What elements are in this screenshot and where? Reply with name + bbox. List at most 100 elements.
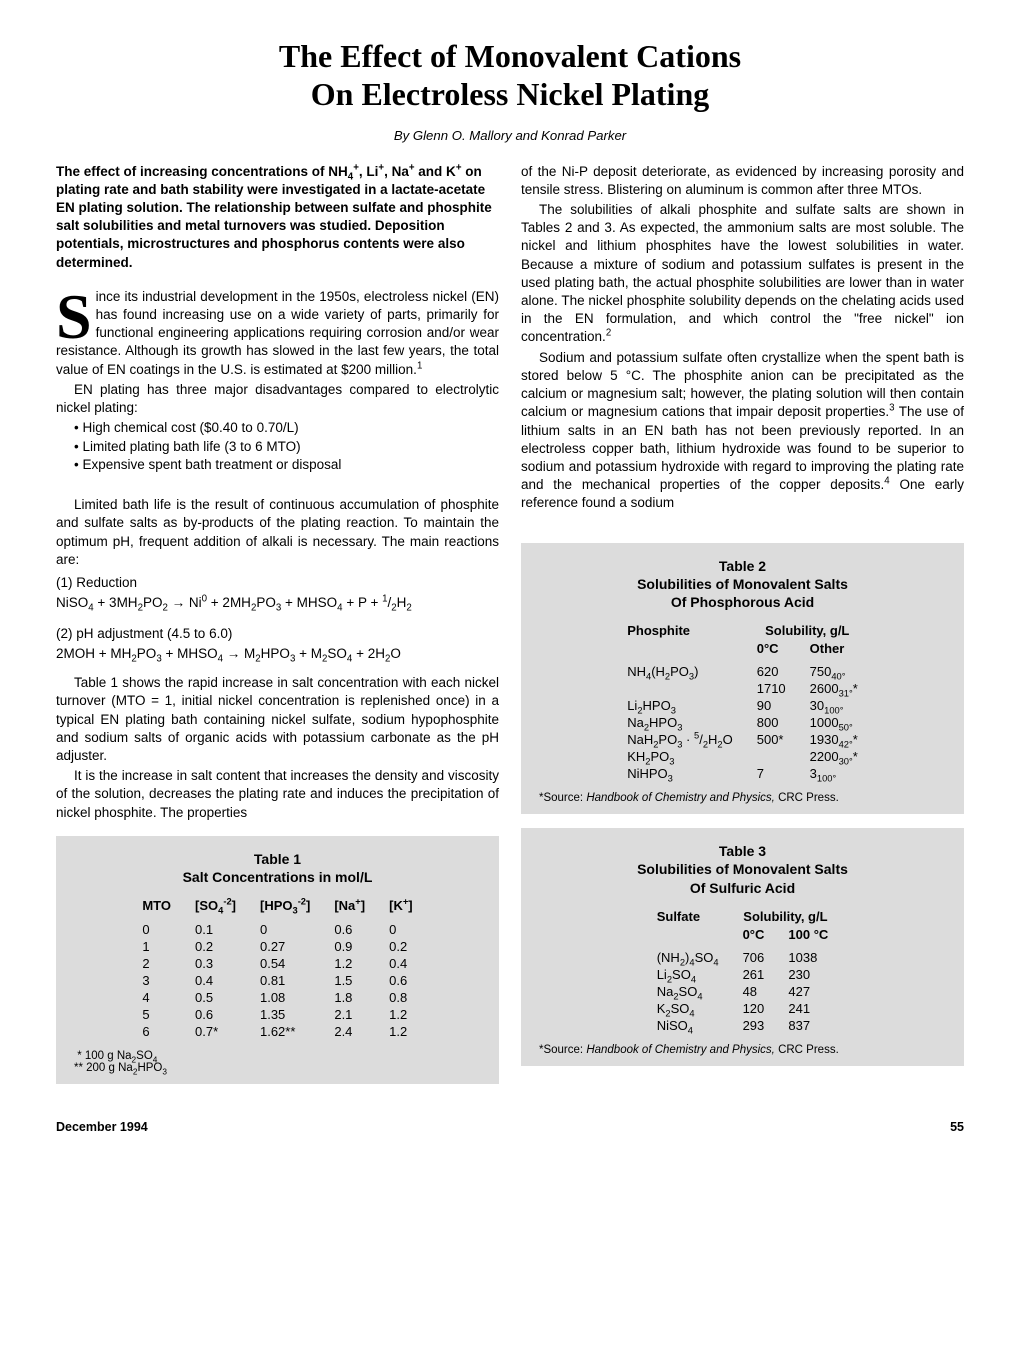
abs-frag: on plating rate and bath stability were … <box>56 164 492 270</box>
cell: NaH2PO3 · 5/2H2O <box>615 731 745 748</box>
cell: 293 <box>731 1017 777 1034</box>
table1-h-mto: MTO <box>130 896 183 915</box>
table2-box: Table 2 Solubilities of Monovalent Salts… <box>521 543 964 815</box>
table-row: 10.20.270.90.2 <box>130 938 424 955</box>
cell: 241 <box>776 1000 840 1017</box>
cell: 1.08 <box>248 989 322 1006</box>
table2-title-l3: Of Phosphorous Acid <box>671 594 814 610</box>
cell: 2.4 <box>322 1023 377 1040</box>
table2-h3: 0°C <box>745 640 798 657</box>
abstract-text: The effect of increasing concentrations … <box>56 164 492 270</box>
cell: 6 <box>130 1023 183 1040</box>
table1-h-so4: [SO4-2] <box>183 896 248 915</box>
cell: 90 <box>745 697 798 714</box>
table3-box: Table 3 Solubilities of Monovalent Salts… <box>521 828 964 1066</box>
cell: 1.62** <box>248 1023 322 1040</box>
table3-title-l2: Solubilities of Monovalent Salts <box>637 861 848 877</box>
cell: 0.6 <box>377 972 425 989</box>
table3: Sulfate Solubility, g/L 0°C 100 °C (NH2)… <box>645 907 841 1034</box>
table-row: 60.7*1.62**2.41.2 <box>130 1023 424 1040</box>
table3-h1: Sulfate <box>645 907 731 943</box>
cell: 48 <box>731 983 777 1000</box>
table3-h3: 0°C <box>731 926 777 943</box>
dropcap: S <box>56 288 96 342</box>
cell: 0.4 <box>377 955 425 972</box>
cell: 220030°* <box>798 748 870 765</box>
table-row: (NH2)4SO47061038 <box>645 949 841 966</box>
page-title: The Effect of Monovalent Cations On Elec… <box>56 38 964 114</box>
cell: 4 <box>130 989 183 1006</box>
table-row: K2SO4120241 <box>645 1000 841 1017</box>
table-row: NH4(H2PO3)62075040° <box>615 663 870 680</box>
abs-frag: , Li <box>359 164 379 179</box>
cell: 620 <box>745 663 798 680</box>
para-disadvantages: EN plating has three major disadvantages… <box>56 381 499 417</box>
intro-paragraph: Since its industrial development in the … <box>56 288 499 379</box>
ph-adjustment-equation: (2) pH adjustment (4.5 to 6.0) 2MOH + MH… <box>56 624 499 665</box>
abs-frag: , Na <box>384 164 409 179</box>
cell: 0.1 <box>183 921 248 938</box>
page-footer: December 1994 55 <box>56 1120 964 1134</box>
title-line1: The Effect of Monovalent Cations <box>279 38 741 74</box>
cell: 2.1 <box>322 1006 377 1023</box>
table1: MTO [SO4-2] [HPO3-2] [Na+] [K+] 00.100.6… <box>130 896 424 1040</box>
table2-title-l1: Table 2 <box>719 558 766 574</box>
table-row: NiHPO373100° <box>615 765 870 782</box>
table2-footnote: *Source: Handbook of Chemistry and Physi… <box>539 792 946 804</box>
cell: 0.8 <box>377 989 425 1006</box>
cell: 120 <box>731 1000 777 1017</box>
cell: 1 <box>130 938 183 955</box>
table2: Phosphite Solubility, g/L 0°C Other NH4(… <box>615 621 870 782</box>
table1-title-l1: Table 1 <box>254 851 301 867</box>
table2-h1: Phosphite <box>615 621 745 657</box>
table1-h-na: [Na+] <box>322 896 377 915</box>
cell: 30100° <box>798 697 870 714</box>
body-left: Since its industrial development in the … <box>56 288 499 822</box>
cell: 1.5 <box>322 972 377 989</box>
table-row: Na2HPO3800100050° <box>615 714 870 731</box>
abs-frag: and K <box>418 164 456 179</box>
cell: Li2HPO3 <box>615 697 745 714</box>
cell: 0 <box>377 921 425 938</box>
right-p3: Sodium and potassium sulfate often cryst… <box>521 349 964 513</box>
bullet-item: High chemical cost ($0.40 to 0.70/L) <box>74 419 499 437</box>
cell: 0.2 <box>183 938 248 955</box>
cell: Na2SO4 <box>645 983 731 1000</box>
intro-text: ince its industrial development in the 1… <box>56 289 499 377</box>
authors-line: By Glenn O. Mallory and Konrad Parker <box>56 128 964 143</box>
table-row: 50.61.352.11.2 <box>130 1006 424 1023</box>
table-row: NaH2PO3 · 5/2H2O500*193042°* <box>615 731 870 748</box>
cell: 0.5 <box>183 989 248 1006</box>
footer-page-number: 55 <box>950 1120 964 1134</box>
cell: 230 <box>776 966 840 983</box>
left-column: The effect of increasing concentrations … <box>56 163 499 1099</box>
table-row: 20.30.541.20.4 <box>130 955 424 972</box>
cell: 260031°* <box>798 680 870 697</box>
table1-h-k: [K+] <box>377 896 425 915</box>
table1-header-row: MTO [SO4-2] [HPO3-2] [Na+] [K+] <box>130 896 424 915</box>
two-column-layout: The effect of increasing concentrations … <box>56 163 964 1099</box>
table-row: 00.100.60 <box>130 921 424 938</box>
cell: NH4(H2PO3) <box>615 663 745 680</box>
table1-footnote: * 100 g Na2SO4 ** 200 g Na2HPO3 <box>74 1050 481 1074</box>
cell: 3100° <box>798 765 870 782</box>
cell: 837 <box>776 1017 840 1034</box>
cell: 1038 <box>776 949 840 966</box>
cell: 0.54 <box>248 955 322 972</box>
cell: 0.6 <box>183 1006 248 1023</box>
table3-h4: 100 °C <box>776 926 840 943</box>
table2-h4: Other <box>798 640 870 657</box>
cell: 0.27 <box>248 938 322 955</box>
cell: 500* <box>745 731 798 748</box>
cell: 1710 <box>745 680 798 697</box>
cell: 0.2 <box>377 938 425 955</box>
cell: 3 <box>130 972 183 989</box>
table2-h2: Solubility, g/L <box>745 621 870 640</box>
cell: 193042°* <box>798 731 870 748</box>
abs-frag: The effect of increasing concentrations … <box>56 164 348 179</box>
bullet-list: High chemical cost ($0.40 to 0.70/L) Lim… <box>74 419 499 474</box>
table3-title-l1: Table 3 <box>719 843 766 859</box>
table3-header-row: Sulfate Solubility, g/L <box>645 907 841 926</box>
cell: (NH2)4SO4 <box>645 949 731 966</box>
table2-title-l2: Solubilities of Monovalent Salts <box>637 576 848 592</box>
